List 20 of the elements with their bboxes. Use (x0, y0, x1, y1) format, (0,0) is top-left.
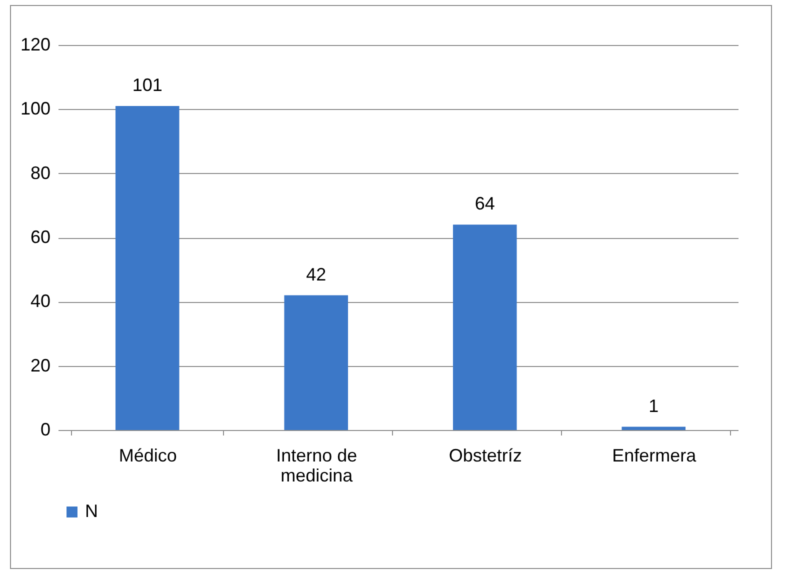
bar (115, 106, 180, 430)
legend-label: N (85, 501, 98, 521)
x-tick-label: Médico (118, 446, 177, 466)
data-label: 101 (132, 74, 162, 95)
bar (622, 426, 686, 430)
x-tick-label: Interno de medicina (276, 446, 358, 486)
y-tick-label: 60 (30, 227, 50, 247)
y-tick-label: 0 (40, 420, 50, 440)
data-label: 64 (474, 194, 495, 214)
y-tick-label: 40 (30, 291, 50, 312)
data-label: 42 (306, 264, 326, 284)
y-tick-label: 20 (30, 355, 50, 376)
x-tick-label: Enfermera (612, 446, 698, 466)
y-tick-label: 100 (20, 98, 50, 119)
y-tick-label: 80 (30, 162, 50, 183)
bar (452, 224, 517, 430)
bar (284, 295, 348, 430)
y-tick-label: 120 (20, 34, 50, 54)
x-tick-label: Obstetríz (448, 446, 522, 466)
data-label: 1 (648, 396, 659, 416)
